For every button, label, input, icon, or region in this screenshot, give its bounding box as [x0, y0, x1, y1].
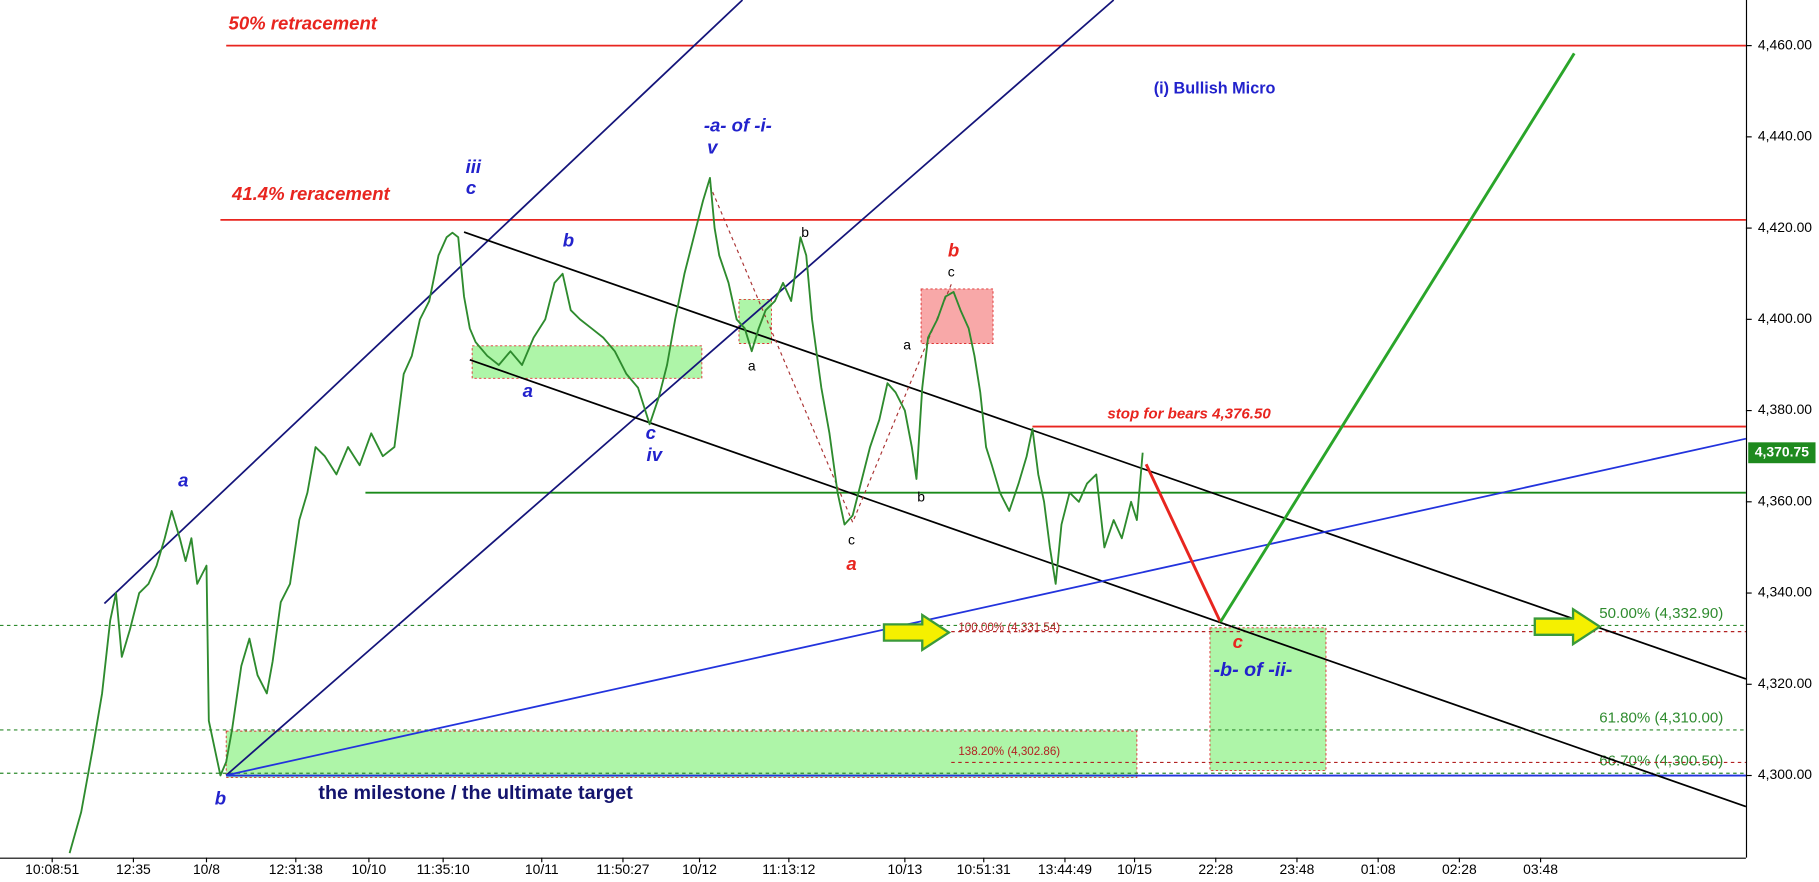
arrow: [882, 612, 952, 653]
levels: 50.00% (4,332.90)61.80% (4,310.00)66.70%…: [0, 44, 1746, 777]
y-tick-label: 4,360.00: [1758, 492, 1812, 508]
last-price-label: 4,370.75: [1755, 443, 1809, 459]
annotation: c: [646, 422, 657, 443]
y-tick-label: 4,300.00: [1758, 766, 1812, 782]
annotation: b: [563, 229, 574, 250]
annotation: a: [523, 380, 533, 401]
annotation: a: [178, 470, 188, 491]
trend-line: [226, 437, 1747, 777]
x-tick-label: 10:08:51: [25, 861, 79, 877]
last-price-tag: [1748, 442, 1816, 464]
annotation: the milestone / the ultimate target: [318, 782, 633, 804]
channel-line: [469, 358, 1747, 808]
annotation: c: [466, 177, 477, 198]
trend-lines: [103, 0, 1747, 808]
x-tick-label: 02:28: [1442, 861, 1477, 877]
level-label: 138.20% (4,302.86): [958, 745, 1060, 758]
annotation: c: [948, 263, 955, 279]
level-label: 100.00% (4,331.54): [958, 621, 1060, 634]
annotation: b: [948, 240, 959, 261]
annotation: b: [917, 489, 925, 505]
projection-up: [1219, 52, 1576, 623]
annotation: stop for bears 4,376.50: [1107, 405, 1271, 422]
price-line: [68, 176, 1144, 854]
x-tick-label: 23:48: [1280, 861, 1315, 877]
x-tick-label: 13:44:49: [1038, 861, 1092, 877]
zone: [1209, 627, 1327, 772]
y-tick-label: 4,460.00: [1758, 36, 1812, 52]
x-tick-label: 03:48: [1523, 861, 1558, 877]
annotation: a: [846, 553, 856, 574]
zone: [225, 730, 1138, 779]
channel-line: [103, 0, 744, 605]
annotation: (i) Bullish Micro: [1154, 80, 1276, 98]
series: [68, 176, 1144, 854]
x-tick-label: 10/15: [1117, 861, 1152, 877]
arrow: [1533, 607, 1602, 647]
y-tick-label: 4,340.00: [1758, 584, 1812, 600]
annotation: c: [1233, 631, 1244, 652]
x-tick-label: 11:13:12: [762, 861, 815, 877]
y-tick-label: 4,420.00: [1758, 219, 1812, 235]
annotation: -a- of -i-: [704, 114, 772, 135]
y-tick-label: 4,440.00: [1758, 128, 1812, 144]
zone: [920, 288, 994, 344]
level-label: 50.00% (4,332.90): [1599, 605, 1723, 622]
zones: [225, 288, 1327, 779]
x-tick-label: 10/11: [525, 861, 559, 877]
annotation: c: [848, 531, 855, 547]
y-axis-panel: [1747, 0, 1819, 882]
y-tick-label: 4,380.00: [1758, 401, 1812, 417]
x-tick-label: 22:28: [1198, 861, 1233, 877]
annotation: -b- of -ii-: [1213, 659, 1292, 681]
x-tick-label: 10/13: [887, 861, 922, 877]
x-tick-label: 10/12: [682, 861, 717, 877]
annotation: v: [707, 136, 719, 157]
x-tick-label: 10:51:31: [957, 861, 1011, 877]
x-tick-label: 11:35:10: [417, 861, 470, 877]
annotation: 50% retracement: [229, 12, 378, 33]
level-label: 61.80% (4,310.00): [1599, 709, 1723, 726]
x-tick-label: 12:31:38: [269, 861, 323, 877]
annotation: 41.4% reracement: [231, 183, 391, 204]
x-tick-label: 10/10: [352, 861, 387, 877]
annotation: a: [903, 337, 911, 353]
annotation: b: [801, 224, 809, 240]
x-tick-label: 12:35: [116, 861, 151, 877]
x-tick-label: 01:08: [1361, 861, 1396, 877]
y-tick-label: 4,320.00: [1758, 675, 1812, 691]
x-axis-panel: [0, 857, 1819, 882]
annotation: a: [748, 357, 756, 373]
annotation: iv: [647, 444, 664, 465]
x-tick-label: 10/8: [193, 861, 220, 877]
y-tick-label: 4,400.00: [1758, 310, 1812, 326]
projection-down: [1144, 463, 1222, 623]
channel-line: [225, 0, 1115, 776]
annotation: b: [215, 788, 226, 809]
wave-path: [709, 185, 952, 524]
annotation: iii: [466, 156, 482, 177]
x-tick-label: 11:50:27: [596, 861, 649, 877]
